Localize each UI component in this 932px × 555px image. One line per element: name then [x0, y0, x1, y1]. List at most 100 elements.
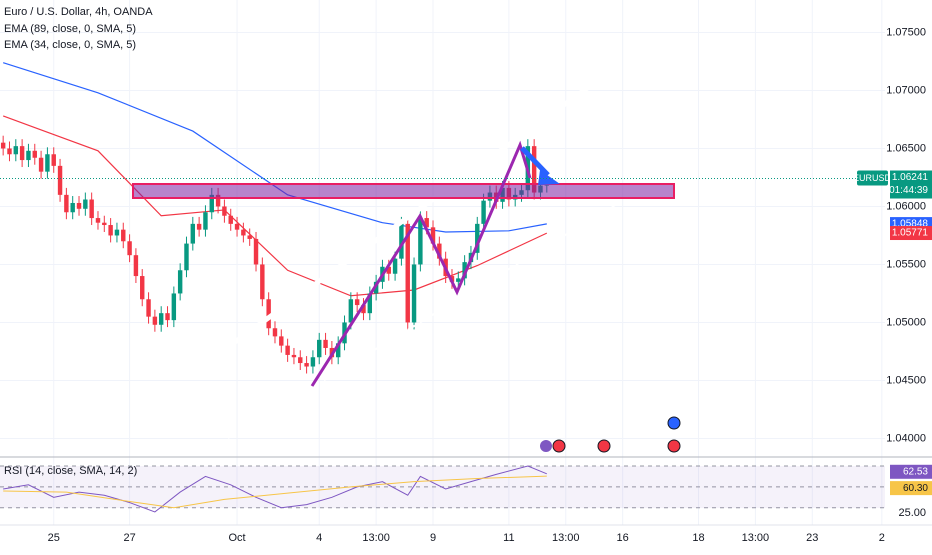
x-tick-label: Oct [228, 532, 245, 544]
candle-body [253, 238, 259, 265]
event-icon [667, 416, 681, 430]
candle-body [215, 194, 221, 207]
candle-body [108, 225, 113, 236]
symbol-tag [857, 170, 888, 186]
candle-body [152, 316, 158, 325]
candle-body [475, 223, 480, 253]
candle-body [361, 305, 366, 314]
candle-body [64, 194, 69, 213]
candle-body [83, 199, 88, 209]
candle-body [114, 229, 120, 236]
candle-body [285, 345, 290, 355]
indicator-line [3, 465, 547, 513]
candle-body [19, 146, 25, 161]
value-tag-label: 1.05848 [892, 219, 929, 230]
candle-body [279, 336, 284, 346]
candle-body [462, 262, 467, 279]
candle-body [266, 299, 271, 329]
x-tick-label: 9 [430, 532, 436, 544]
candle-body [70, 202, 75, 213]
candle-body [430, 227, 436, 244]
y-tick-label: 1.05000 [886, 316, 926, 328]
zigzag [310, 140, 532, 387]
candle-body [209, 194, 214, 213]
value-tag [890, 481, 932, 496]
candle-body [247, 235, 252, 239]
candle-body [177, 270, 183, 294]
x-tick-label: 23 [806, 532, 818, 544]
indicator-title: EMA (34, close, 0, SMA, 5) [4, 39, 136, 51]
arrow-head [538, 170, 560, 185]
candle-body [310, 357, 316, 367]
candle-body [399, 223, 404, 259]
x-tick-label: 16 [617, 532, 629, 544]
x-tick-label: 4 [316, 532, 322, 544]
grid [0, 0, 885, 525]
candle-body [531, 146, 537, 193]
y-tick-label: 1.06000 [886, 200, 926, 212]
value-tag-label: 60.30 [903, 483, 928, 494]
x-tick-label: 13:00 [362, 532, 390, 544]
candle-body [481, 200, 486, 224]
candle-body [405, 223, 410, 323]
resistance-zone [132, 183, 675, 199]
arrow-shaft [520, 146, 550, 177]
candle-body [424, 218, 429, 228]
x-tick-label: 2 [879, 532, 885, 544]
candle-body [323, 339, 328, 348]
candle-body [418, 218, 423, 265]
x-tick-label: 13:00 [742, 532, 770, 544]
candle-body [45, 154, 50, 172]
candle-body [121, 229, 126, 242]
candle-body [133, 255, 139, 277]
y-tick-label: 1.07500 [886, 26, 926, 38]
candle-body [7, 148, 12, 155]
channel-upper [202, 75, 605, 366]
x-tick-label: 11 [503, 532, 514, 544]
last-price-label: 1.06241 [892, 172, 929, 183]
candle-body [222, 206, 227, 216]
symbol-label: EURUSD [853, 173, 892, 183]
candle-body [437, 243, 442, 259]
events [540, 416, 681, 453]
candle-body [260, 264, 265, 300]
rsi-title: RSI (14, close, SMA, 14, 2) [4, 465, 137, 477]
candle-body [26, 150, 31, 161]
y-tick-label: 1.05500 [886, 258, 926, 270]
candle-body [367, 293, 373, 314]
candle-body [38, 157, 44, 172]
chart-title: Euro / U.S. Dollar, 4h, OANDA [4, 6, 153, 18]
x-tick-label: 18 [692, 532, 704, 544]
candle-body [171, 293, 177, 321]
candle-body [335, 343, 341, 358]
x-tick-label: 13:00 [552, 532, 580, 544]
value-tag [890, 226, 932, 241]
indicator-line [2, 62, 547, 233]
candle-body [57, 165, 63, 195]
event-icon [540, 440, 552, 452]
event-icon [552, 439, 566, 453]
candle-body [228, 215, 233, 224]
candle-body [317, 339, 322, 358]
value-tag-label: 1.05771 [892, 228, 929, 239]
value-tag [890, 464, 932, 479]
y-tick-label: 1.06500 [886, 142, 926, 154]
candle-body [165, 313, 170, 321]
candle-body [298, 357, 303, 364]
y-tick-label: 1.04000 [886, 432, 926, 444]
countdown-label: 01:44:39 [889, 185, 928, 196]
candle-body [13, 146, 19, 155]
rsi-tick-label: 25.00 [898, 507, 926, 519]
candle-body [184, 243, 189, 271]
candle-body [196, 223, 202, 230]
candle-body [241, 229, 246, 236]
y-tick-label: 1.04500 [886, 374, 926, 386]
candle-body [32, 150, 37, 158]
indicator-line [2, 115, 548, 297]
candle-body [140, 276, 145, 300]
drawings [132, 73, 691, 439]
candle-body [51, 154, 56, 166]
candle-body [392, 258, 398, 274]
indicator-title: EMA (89, close, 0, SMA, 5) [4, 23, 136, 35]
candle-body [89, 199, 94, 219]
